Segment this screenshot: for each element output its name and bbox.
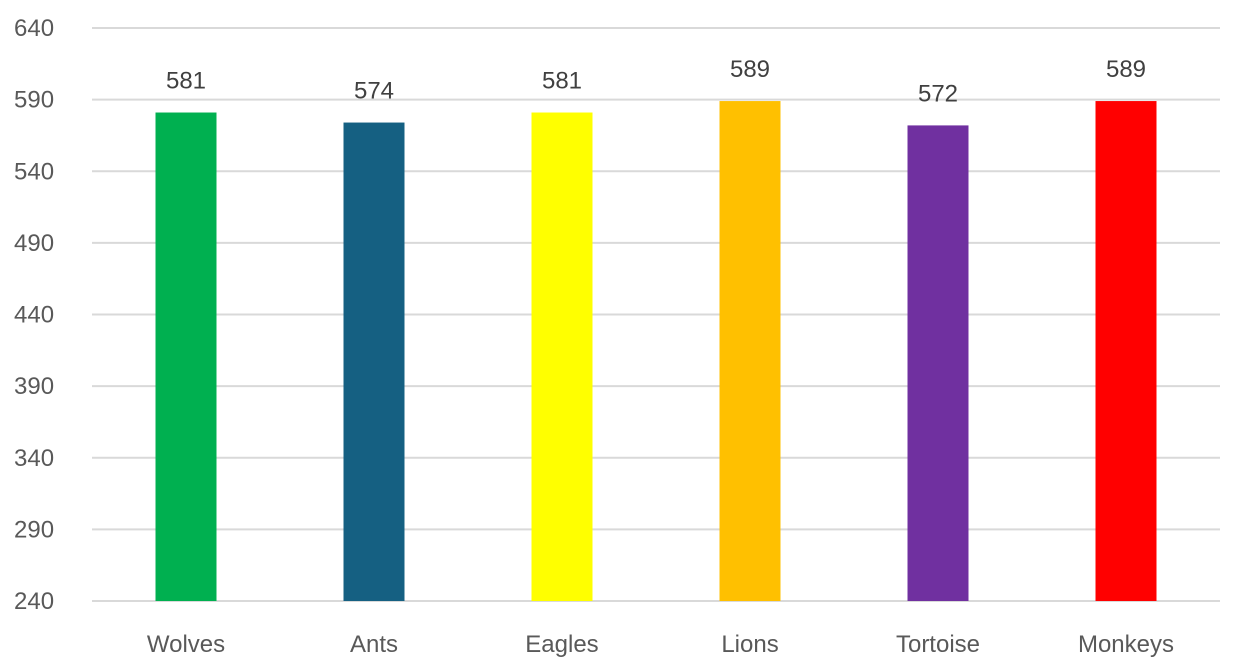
y-tick-label: 540 [14, 158, 54, 185]
x-tick-label-monkeys: Monkeys [1078, 631, 1174, 657]
x-tick-label-tortoise: Tortoise [896, 631, 980, 657]
data-label-lions: 589 [730, 56, 770, 83]
y-tick-label: 640 [14, 15, 54, 42]
data-label-tortoise: 572 [918, 80, 958, 107]
y-tick-label: 590 [14, 87, 54, 114]
y-tick-label: 240 [14, 588, 54, 615]
y-tick-label: 490 [14, 230, 54, 257]
bar-ants [343, 122, 405, 602]
data-label-wolves: 581 [166, 68, 206, 95]
x-tick-label-eagles: Eagles [525, 631, 598, 657]
data-labels: 581 574 581 589 572 589 [166, 56, 1146, 107]
bar-tortoise [907, 125, 969, 601]
data-label-eagles: 581 [542, 68, 582, 95]
x-tick-label-lions: Lions [721, 631, 778, 657]
bar-lions [719, 101, 781, 602]
y-tick-label: 290 [14, 516, 54, 543]
y-tick-label: 440 [14, 302, 54, 329]
x-axis-tick-labels: Wolves Ants Eagles Lions Tortoise Monkeys [147, 631, 1174, 657]
data-label-monkeys: 589 [1106, 56, 1146, 83]
bar-eagles [531, 112, 593, 601]
y-tick-label: 340 [14, 445, 54, 472]
data-label-ants: 574 [354, 78, 394, 105]
x-tick-label-wolves: Wolves [147, 631, 225, 657]
y-axis-tick-labels: 240 290 340 390 440 490 540 590 640 [14, 15, 54, 615]
y-tick-label: 390 [14, 373, 54, 400]
gridlines [92, 27, 1220, 602]
x-tick-label-ants: Ants [350, 631, 398, 657]
bars [155, 101, 1157, 602]
bar-wolves [155, 112, 217, 601]
bar-monkeys [1095, 101, 1157, 602]
